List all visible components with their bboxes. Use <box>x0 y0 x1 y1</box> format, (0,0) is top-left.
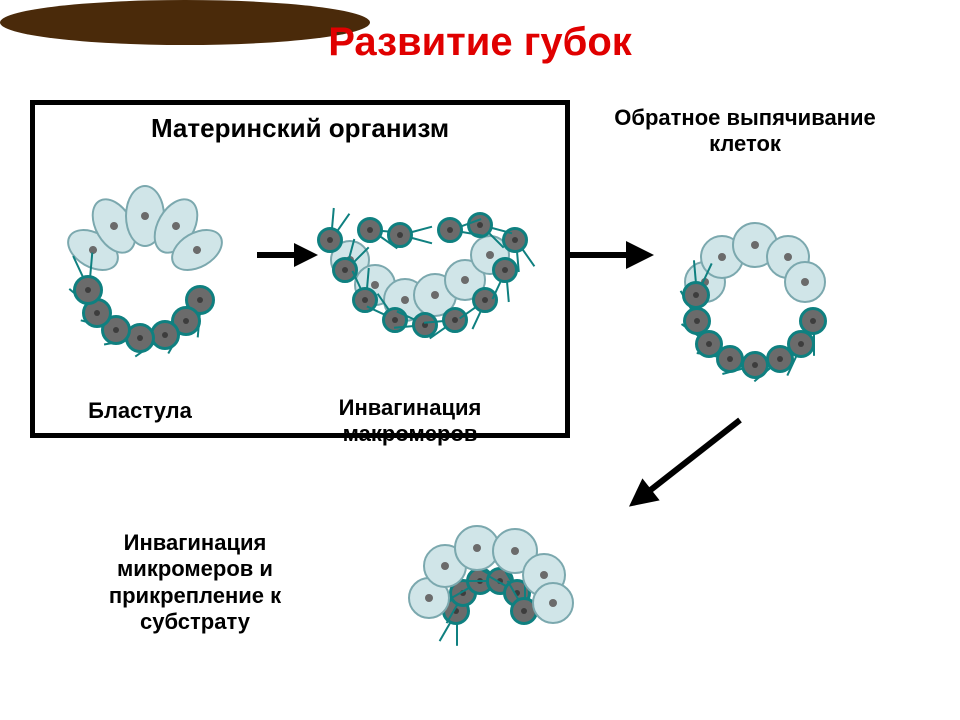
box-title: Материнский организм <box>35 113 565 144</box>
page-title: Развитие губок <box>0 20 960 65</box>
arrow-head <box>294 243 318 267</box>
label-blastula: Бластула <box>60 398 220 424</box>
label-invagination-macromeres: Инвагинация макромеров <box>290 395 530 448</box>
micromere-cell <box>317 227 343 253</box>
micromere-cell <box>357 217 383 243</box>
micromere-cell <box>437 217 463 243</box>
label-eversion: Обратное выпячивание клеток <box>600 105 890 158</box>
label-invagination-micromeres: Инвагинация микромеров и прикрепление к … <box>70 530 320 636</box>
micromere-cell <box>682 281 710 309</box>
micromere-cell <box>73 275 103 305</box>
macromere-cell <box>784 261 826 303</box>
micromere-cell <box>492 257 518 283</box>
arrow-head <box>626 241 654 269</box>
macromere-cell <box>532 582 574 624</box>
micromere-cell <box>442 307 468 333</box>
micromere-cell <box>387 222 413 248</box>
micromere-cell <box>683 307 711 335</box>
micromere-cell <box>332 257 358 283</box>
micromere-cell <box>382 307 408 333</box>
micromere-cell <box>741 351 769 379</box>
